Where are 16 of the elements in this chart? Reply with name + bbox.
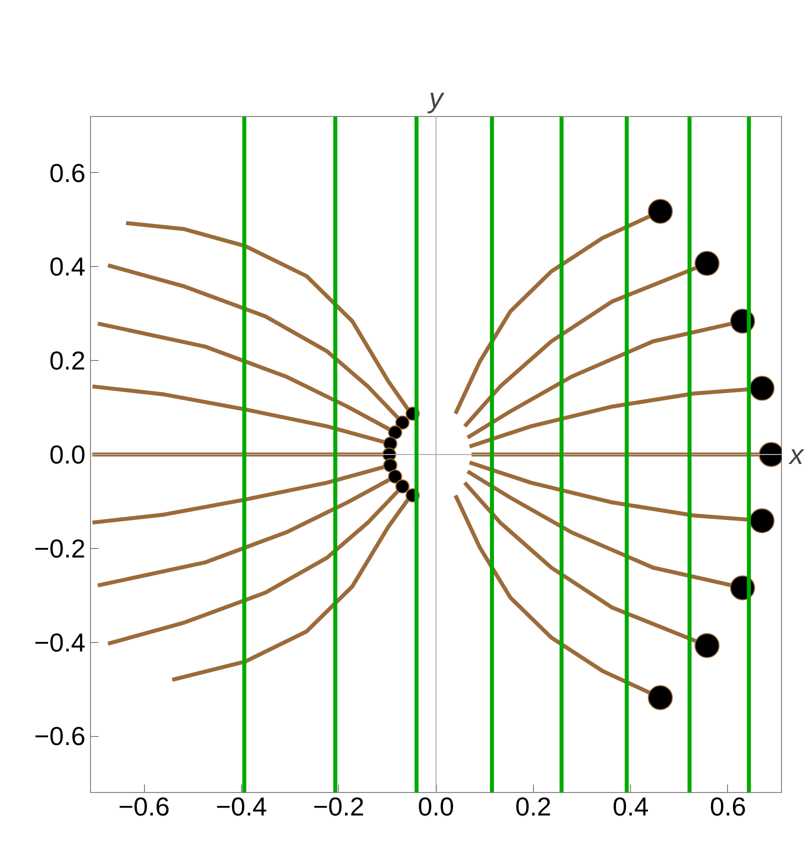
x-tick-label: −0.6 xyxy=(118,792,170,822)
x-axis-title: x xyxy=(788,439,804,470)
y-tick-label: 0.0 xyxy=(49,440,86,470)
y-tick-label: −0.2 xyxy=(34,533,86,564)
x-tick-label: 0.0 xyxy=(418,792,454,822)
y-tick-label: 0.6 xyxy=(49,158,86,188)
x-tick-label: −0.4 xyxy=(216,792,268,822)
x-tick-label: −0.2 xyxy=(313,792,364,822)
y-tick-label: 0.4 xyxy=(49,252,86,282)
y-tick-label: 0.2 xyxy=(49,346,86,376)
y-tick-label: −0.6 xyxy=(34,721,86,752)
x-tick-label: 0.6 xyxy=(710,792,746,822)
y-axis-title: y xyxy=(427,82,445,114)
x-tick-label: 0.2 xyxy=(515,792,552,822)
x-tick-label: 0.4 xyxy=(612,792,649,822)
y-tick-label: −0.4 xyxy=(34,627,86,658)
